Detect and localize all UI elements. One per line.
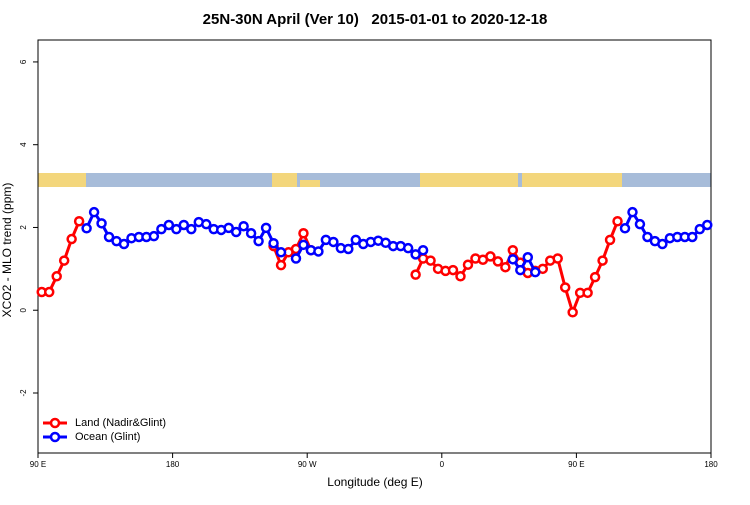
data-point bbox=[530, 266, 541, 278]
legend-marker bbox=[49, 417, 61, 429]
x-tick-label: 180 bbox=[166, 460, 180, 469]
data-point bbox=[619, 223, 631, 234]
data-point bbox=[350, 234, 362, 246]
data-point bbox=[522, 252, 534, 263]
data-point bbox=[88, 206, 100, 218]
data-point bbox=[298, 239, 309, 251]
y-tick-label: 4 bbox=[19, 142, 28, 147]
data-point bbox=[417, 244, 429, 256]
legend-label: Land (Nadir&Glint) bbox=[75, 417, 166, 429]
data-point bbox=[328, 236, 339, 248]
y-tick-label: -2 bbox=[19, 389, 28, 397]
data-point bbox=[657, 238, 668, 250]
data-point bbox=[58, 255, 70, 266]
data-point bbox=[230, 226, 242, 238]
data-point bbox=[567, 307, 578, 318]
data-point bbox=[186, 223, 197, 235]
data-point bbox=[156, 223, 167, 235]
data-point bbox=[51, 271, 62, 282]
data-point bbox=[290, 253, 302, 264]
data-point bbox=[66, 233, 77, 245]
chart-title: 25N-30N April (Ver 10) 2015-01-01 to 202… bbox=[203, 11, 548, 28]
data-point bbox=[148, 230, 160, 242]
data-point bbox=[163, 219, 175, 231]
data-point bbox=[81, 223, 92, 234]
data-point bbox=[642, 231, 653, 243]
data-point bbox=[260, 222, 272, 234]
plot-frame bbox=[37, 39, 712, 454]
data-point bbox=[223, 222, 234, 234]
series bbox=[81, 206, 713, 278]
data-point bbox=[298, 228, 309, 239]
data-point bbox=[275, 259, 287, 271]
x-axis-label: Longitude (deg E) bbox=[327, 475, 422, 489]
data-point bbox=[410, 249, 421, 260]
data-point bbox=[492, 256, 504, 267]
data-point bbox=[687, 231, 698, 243]
data-point bbox=[604, 234, 616, 246]
data-point bbox=[118, 238, 130, 250]
data-point bbox=[627, 206, 638, 218]
data-point bbox=[96, 218, 107, 229]
data-point bbox=[178, 219, 190, 231]
data-point bbox=[275, 247, 287, 258]
y-tick-label: 6 bbox=[19, 59, 28, 64]
data-point bbox=[171, 223, 182, 235]
x-tick-label: 180 bbox=[704, 460, 718, 469]
y-tick-label: 2 bbox=[19, 225, 28, 230]
data-point bbox=[462, 259, 474, 270]
data-point bbox=[634, 218, 646, 230]
data-point bbox=[559, 282, 571, 293]
data-point bbox=[103, 231, 115, 243]
y-tick-label: 0 bbox=[19, 307, 28, 312]
data-point bbox=[238, 220, 249, 232]
data-point bbox=[612, 216, 623, 227]
data-point bbox=[201, 218, 212, 230]
data-point bbox=[589, 271, 601, 283]
data-point bbox=[702, 219, 713, 231]
x-tick-label: 90 E bbox=[30, 460, 46, 469]
data-point bbox=[410, 269, 421, 280]
data-point bbox=[455, 271, 466, 282]
y-axis-label: XCO2 - MLO trend (ppm) bbox=[0, 183, 14, 318]
data-point bbox=[582, 287, 593, 299]
data-point bbox=[43, 286, 55, 298]
legend-label: Ocean (Glint) bbox=[75, 431, 140, 443]
data-point bbox=[507, 244, 519, 256]
data-point bbox=[402, 242, 414, 254]
data-point bbox=[268, 237, 279, 249]
land-mask-strip bbox=[38, 173, 711, 187]
legend-marker bbox=[49, 431, 61, 443]
data-point bbox=[245, 228, 257, 239]
x-tick-label: 90 E bbox=[568, 460, 584, 469]
series bbox=[36, 216, 623, 318]
data-point bbox=[313, 246, 324, 257]
x-tick-label: 90 W bbox=[298, 460, 317, 469]
data-point bbox=[343, 243, 354, 255]
data-point bbox=[507, 254, 519, 265]
x-tick-label: 0 bbox=[440, 460, 445, 469]
data-point bbox=[253, 235, 264, 247]
data-point bbox=[425, 255, 436, 266]
data-point bbox=[694, 223, 706, 235]
data-point bbox=[485, 251, 496, 262]
data-point bbox=[73, 216, 85, 227]
data-point bbox=[597, 255, 608, 266]
data-point bbox=[447, 264, 459, 276]
data-point bbox=[552, 253, 563, 264]
data-point bbox=[515, 264, 526, 276]
data-point bbox=[500, 261, 511, 273]
